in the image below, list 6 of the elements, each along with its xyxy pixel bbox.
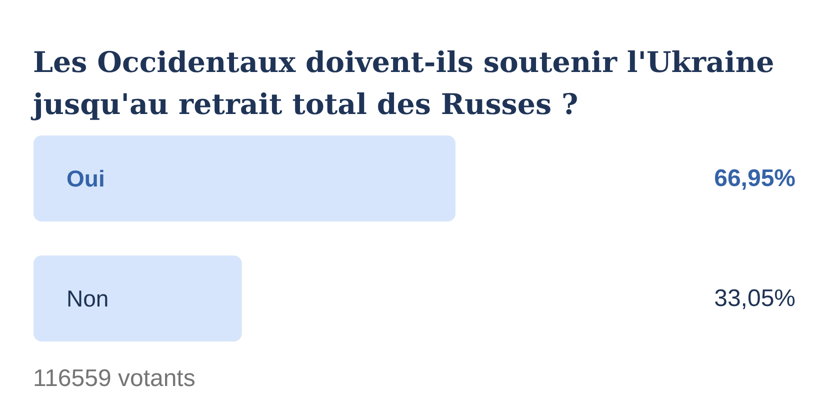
text: 116559 votants xyxy=(33,365,196,392)
data-label: 33,05% xyxy=(714,285,796,312)
chart-title: Les Occidentaux doivent-ils soutenir l'Ukraine jusqu'au retrait total des Russes ? xyxy=(33,44,776,123)
y-tick-label: Non xyxy=(66,286,109,312)
y-tick-label: Oui xyxy=(66,166,105,192)
data-label: 66,95% xyxy=(714,165,796,192)
